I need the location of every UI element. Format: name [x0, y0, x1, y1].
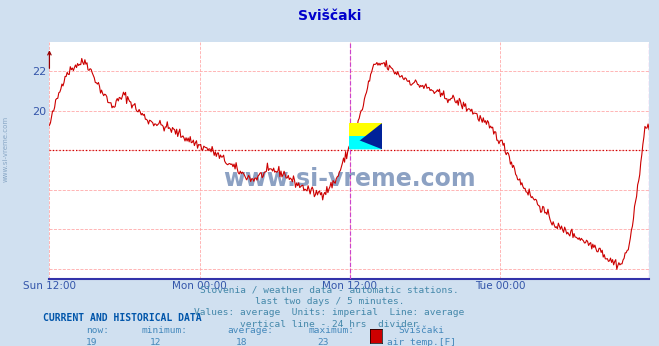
Text: Slovenia / weather data - automatic stations.: Slovenia / weather data - automatic stat… [200, 285, 459, 294]
Text: now:: now: [86, 326, 109, 335]
Text: Values: average  Units: imperial  Line: average: Values: average Units: imperial Line: av… [194, 308, 465, 317]
FancyBboxPatch shape [349, 123, 382, 136]
Text: CURRENT AND HISTORICAL DATA: CURRENT AND HISTORICAL DATA [43, 313, 202, 323]
Text: Sviščaki: Sviščaki [399, 326, 445, 335]
Text: 18: 18 [236, 338, 247, 346]
Polygon shape [349, 136, 382, 149]
Polygon shape [349, 123, 382, 136]
Text: www.si-vreme.com: www.si-vreme.com [2, 116, 9, 182]
Text: average:: average: [227, 326, 273, 335]
Text: minimum:: minimum: [142, 326, 188, 335]
Text: air temp.[F]: air temp.[F] [387, 338, 457, 346]
Text: last two days / 5 minutes.: last two days / 5 minutes. [255, 297, 404, 306]
Text: 23: 23 [318, 338, 329, 346]
Text: 12: 12 [150, 338, 161, 346]
Text: vertical line - 24 hrs  divider: vertical line - 24 hrs divider [241, 320, 418, 329]
Polygon shape [349, 123, 382, 149]
Text: 19: 19 [86, 338, 97, 346]
Text: maximum:: maximum: [308, 326, 355, 335]
Text: Sviščaki: Sviščaki [298, 9, 361, 22]
Text: www.si-vreme.com: www.si-vreme.com [223, 167, 476, 191]
FancyBboxPatch shape [349, 136, 382, 149]
